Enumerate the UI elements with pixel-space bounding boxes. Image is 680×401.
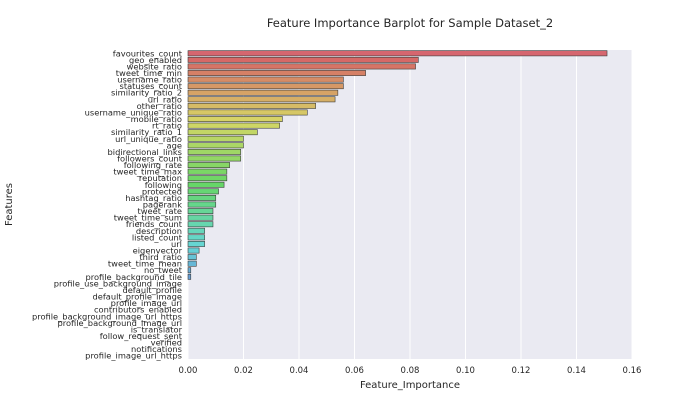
y-category-label: mobile_ratio xyxy=(131,114,182,124)
x-tick-label: 0.00 xyxy=(179,366,198,376)
bar-website-ratio xyxy=(187,63,416,70)
bar-url-ratio xyxy=(187,96,336,103)
y-category-label: no_tweet xyxy=(144,265,183,275)
y-category-labels: favourites_countgeo_enabledwebsite_ratio… xyxy=(32,48,183,360)
x-tick-label: 0.12 xyxy=(512,366,531,376)
x-tick-label: 0.04 xyxy=(290,366,309,376)
bar-rt-ratio xyxy=(187,122,280,129)
x-tick-label: 0.10 xyxy=(456,366,475,376)
y-category-label: friends_count xyxy=(126,219,183,229)
x-tick-label: 0.06 xyxy=(345,366,364,376)
y-category-label: username_unique_ratio xyxy=(85,107,182,117)
y-category-label: followers_count xyxy=(117,153,183,163)
bar-favourites-count xyxy=(187,50,608,57)
x-tick-labels: 0.00 0.02 0.04 0.06 0.08 0.10 0.12 0.14 0.16 xyxy=(179,366,642,376)
y-category-label: rt_ratio xyxy=(152,121,182,131)
bar-no-tweet xyxy=(187,267,192,274)
y-category-label: reputation xyxy=(139,173,182,183)
bar-tweet-time-max xyxy=(187,168,228,175)
y-category-label: listed_count xyxy=(132,232,183,242)
bar-reputation xyxy=(187,175,228,182)
bar-username-unique-ratio xyxy=(187,109,308,116)
y-category-label: profile_background_image_url_https xyxy=(32,311,182,321)
y-category-label: profile_background_tile xyxy=(85,272,182,282)
y-category-label: other_ratio xyxy=(137,101,182,111)
x-tick-label: 0.08 xyxy=(401,366,420,376)
y-category-label: url xyxy=(171,239,182,249)
bar-tweet-time-min xyxy=(187,70,366,76)
bar-eigenvector xyxy=(187,247,200,254)
bar-following-rate xyxy=(187,162,230,168)
bar-protected xyxy=(187,188,219,195)
bar-listed-count xyxy=(187,234,205,241)
bar-similarity-ratio-1 xyxy=(187,129,258,136)
y-category-label: statuses_count xyxy=(120,81,183,91)
y-category-label: description xyxy=(136,226,182,236)
y-category-label: similarity_ratio_1 xyxy=(111,127,182,137)
bar-profile-background-tile xyxy=(187,273,192,280)
y-category-label: tweet_rate xyxy=(137,206,182,216)
y-category-label: default_profile xyxy=(122,285,182,295)
y-category-label: tweet_time_sum xyxy=(114,213,182,223)
bar-tweet-rate xyxy=(187,208,214,215)
bar-mobile-ratio xyxy=(187,116,283,122)
y-category-label: tweet_time_min xyxy=(116,68,182,78)
bar-following xyxy=(187,181,225,188)
y-axis-label: Features xyxy=(4,183,15,226)
x-tick-label: 0.02 xyxy=(234,366,253,376)
bar-statuses-count xyxy=(187,83,344,90)
y-category-label: follow_request_sent xyxy=(100,331,183,341)
bar-similarity-ratio-2 xyxy=(187,89,339,96)
y-category-label: pagerank xyxy=(143,200,182,210)
bar-followers-count xyxy=(187,155,242,162)
x-axis-label: Feature_Importance xyxy=(360,380,460,391)
y-category-label: tweet_time_max xyxy=(113,167,182,177)
bar-geo-enabled xyxy=(187,56,419,63)
y-category-label: following_rate xyxy=(124,160,182,170)
bar-third-ratio xyxy=(187,254,197,261)
y-category-label: protected xyxy=(142,186,182,196)
x-tick-label: 0.14 xyxy=(567,366,586,376)
bar-bidirectional-links xyxy=(187,148,242,155)
y-category-label: website_ratio xyxy=(127,61,182,71)
x-tick-label: 0.16 xyxy=(623,366,642,376)
y-category-label: default_profile_image xyxy=(92,292,182,302)
y-category-label: age xyxy=(167,140,182,150)
y-category-label: is_translator xyxy=(131,324,183,334)
y-category-label: url_unique_ratio xyxy=(115,134,182,144)
bar-username-ratio xyxy=(187,76,344,83)
bar-pagerank xyxy=(187,201,217,208)
bar-description xyxy=(187,227,205,234)
y-category-label: favourites_count xyxy=(113,48,183,58)
y-category-label: url_ratio xyxy=(148,94,182,104)
y-category-label: profile_image_url_https xyxy=(85,351,182,361)
y-category-label: geo_enabled xyxy=(129,55,182,65)
bars xyxy=(187,50,608,280)
y-category-label: bidirectional_links xyxy=(108,147,182,157)
bar-hashtag-ratio xyxy=(187,194,217,201)
bar-tweet-time-sum xyxy=(187,214,214,221)
y-category-label: following xyxy=(145,180,182,190)
y-category-label: eigenvector xyxy=(133,246,183,256)
y-category-label: username_ratio xyxy=(117,75,182,85)
y-category-label: tweet_time_mean xyxy=(108,259,182,269)
y-category-label: hashtag_ratio xyxy=(125,193,182,203)
y-category-label: verified xyxy=(151,338,182,348)
y-category-label: similarity_ratio_2 xyxy=(111,88,182,98)
chart-title: Feature Importance Barplot for Sample Da… xyxy=(267,16,553,30)
y-category-label: profile_background_image_url xyxy=(57,318,182,328)
y-category-label: notifications xyxy=(131,344,182,354)
y-category-label: profile_use_background_image xyxy=(54,278,182,288)
bar-other-ratio xyxy=(187,102,316,109)
bar-url xyxy=(187,241,205,247)
bar-tweet-time-mean xyxy=(187,260,197,267)
bar-age xyxy=(187,142,244,149)
bar-url-unique-ratio xyxy=(187,135,244,142)
y-category-label: profile_image_url xyxy=(111,298,182,308)
y-category-label: third_ratio xyxy=(139,252,182,262)
y-category-label: contributors_enabled xyxy=(94,305,182,315)
bar-friends-count xyxy=(187,221,214,228)
